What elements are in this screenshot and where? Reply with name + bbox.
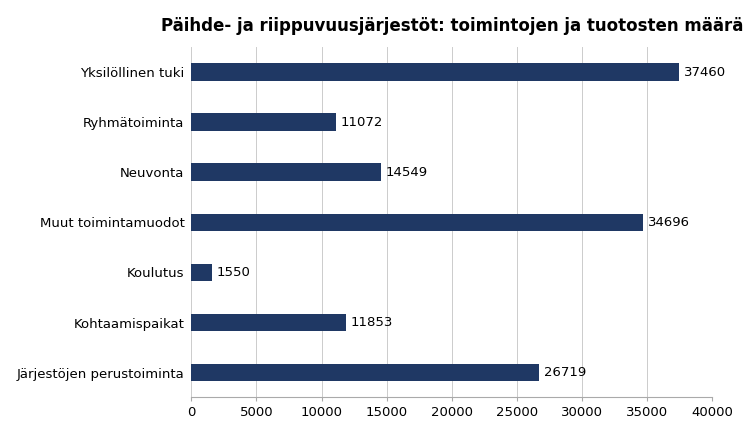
Title: Päihde- ja riippuvuusjärjestöt: toimintojen ja tuotosten määrä: Päihde- ja riippuvuusjärjestöt: toiminto… bbox=[160, 17, 743, 35]
Text: 34696: 34696 bbox=[648, 216, 690, 229]
Text: 14549: 14549 bbox=[386, 166, 427, 179]
Text: 26719: 26719 bbox=[544, 366, 586, 379]
Text: 11853: 11853 bbox=[350, 316, 393, 329]
Bar bbox=[191, 364, 539, 382]
Bar bbox=[191, 113, 335, 131]
Text: 37460: 37460 bbox=[684, 65, 726, 78]
Bar bbox=[191, 63, 680, 81]
Bar bbox=[191, 164, 381, 181]
Bar bbox=[191, 214, 644, 231]
Text: 1550: 1550 bbox=[216, 266, 250, 279]
Bar bbox=[191, 264, 211, 281]
Text: 11072: 11072 bbox=[340, 116, 382, 129]
Bar bbox=[191, 314, 346, 331]
